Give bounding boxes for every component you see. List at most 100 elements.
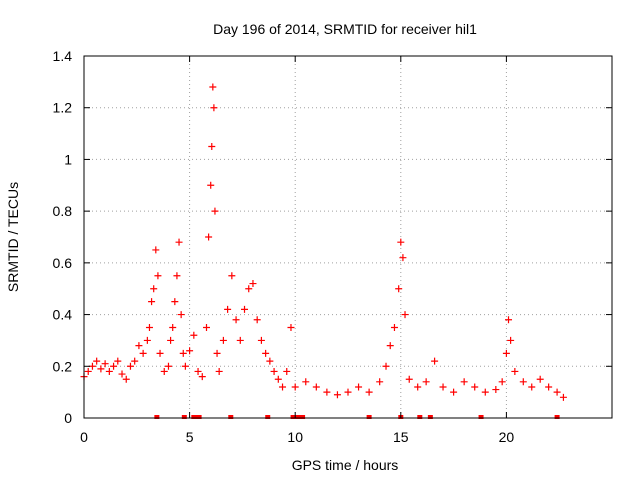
data-point xyxy=(450,388,458,396)
data-point xyxy=(145,324,153,331)
baseline-marker xyxy=(366,415,372,419)
data-point xyxy=(154,272,162,280)
data-point xyxy=(249,280,257,288)
data-point xyxy=(209,83,217,91)
data-point xyxy=(160,367,168,375)
y-axis-title: SRMTID / TECUs xyxy=(5,182,21,292)
data-point xyxy=(257,336,265,344)
data-point xyxy=(213,349,221,357)
data-point xyxy=(553,388,561,396)
baseline-marker xyxy=(196,415,202,419)
data-point xyxy=(224,305,232,313)
data-point xyxy=(97,365,105,373)
data-point xyxy=(205,233,213,241)
baseline-marker xyxy=(193,415,199,419)
data-point xyxy=(232,316,240,324)
data-point xyxy=(355,383,363,391)
data-point xyxy=(274,375,282,383)
data-point xyxy=(399,254,407,262)
data-point xyxy=(139,349,147,357)
data-point xyxy=(110,362,118,370)
data-point xyxy=(382,362,390,370)
x-tick-label: 20 xyxy=(499,429,515,445)
data-point xyxy=(559,393,567,401)
data-point xyxy=(179,349,187,357)
grid-lines xyxy=(84,56,612,418)
data-point xyxy=(376,378,384,386)
baseline-marker xyxy=(154,415,160,419)
data-point xyxy=(386,342,394,350)
data-point xyxy=(390,324,398,331)
data-point xyxy=(502,349,510,357)
baseline-marker xyxy=(290,415,296,419)
data-point xyxy=(84,367,92,375)
data-point xyxy=(164,362,172,370)
data-point xyxy=(312,383,320,391)
data-point xyxy=(287,324,295,331)
data-point xyxy=(190,331,198,339)
data-point xyxy=(236,336,244,344)
data-point xyxy=(266,357,274,365)
data-point xyxy=(215,367,223,375)
data-point xyxy=(186,347,194,355)
data-point xyxy=(219,336,227,344)
data-point xyxy=(156,349,164,357)
data-point xyxy=(228,272,236,280)
data-point xyxy=(152,246,160,254)
y-tick-label: 0.4 xyxy=(53,307,73,323)
data-point xyxy=(395,285,403,293)
baseline-marker xyxy=(265,415,271,419)
baseline-marker xyxy=(417,415,423,419)
data-point xyxy=(439,383,447,391)
data-point xyxy=(519,378,527,386)
baseline-marker xyxy=(427,415,433,419)
x-axis-title: GPS time / hours xyxy=(292,457,399,473)
data-point xyxy=(175,238,183,246)
data-point xyxy=(171,298,179,306)
baseline-marker xyxy=(228,415,234,419)
data-point xyxy=(126,362,134,370)
data-point xyxy=(202,324,210,331)
data-point xyxy=(181,362,189,370)
data-point xyxy=(210,104,218,112)
data-point xyxy=(431,357,439,365)
y-tick-label: 0 xyxy=(64,410,72,426)
data-point xyxy=(169,324,177,331)
data-point xyxy=(536,375,544,383)
data-point xyxy=(122,375,130,383)
data-point xyxy=(344,388,352,396)
data-point xyxy=(291,383,299,391)
data-point xyxy=(135,342,143,350)
data-point xyxy=(505,316,513,324)
data-point xyxy=(143,336,151,344)
data-point xyxy=(118,370,126,378)
data-point xyxy=(507,336,515,344)
data-point xyxy=(545,383,553,391)
data-point xyxy=(365,388,373,396)
plot-frame xyxy=(83,55,613,419)
data-point xyxy=(279,383,287,391)
y-tick-label: 0.8 xyxy=(53,203,73,219)
data-point xyxy=(528,383,536,391)
data-point xyxy=(302,378,310,386)
data-point xyxy=(471,383,479,391)
data-point xyxy=(245,285,253,293)
data-point xyxy=(150,285,158,293)
data-point xyxy=(498,378,506,386)
chart-title: Day 196 of 2014, SRMTID for receiver hil… xyxy=(213,21,477,37)
data-point xyxy=(511,367,519,375)
data-point xyxy=(241,305,249,313)
baseline-marker xyxy=(300,415,306,419)
baseline-marker xyxy=(181,415,187,419)
data-point xyxy=(492,386,500,394)
data-point xyxy=(198,373,206,381)
data-point xyxy=(131,357,139,365)
axis-ticks xyxy=(83,55,612,419)
y-tick-label: 1.2 xyxy=(53,100,73,116)
data-point xyxy=(211,207,219,215)
data-point xyxy=(253,316,261,324)
y-tick-label: 0.6 xyxy=(53,255,73,271)
data-point xyxy=(405,375,413,383)
data-point xyxy=(422,378,430,386)
data-point xyxy=(283,367,291,375)
